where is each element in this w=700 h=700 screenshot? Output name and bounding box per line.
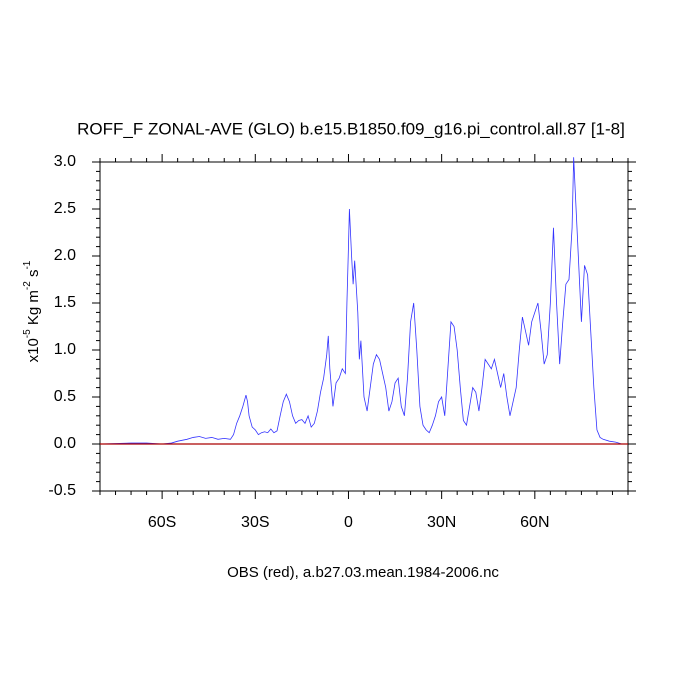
chart-title: ROFF_F ZONAL-AVE (GLO) b.e15.B1850.f09_g… <box>77 119 625 138</box>
y-label-exponent: -5 <box>22 329 33 338</box>
y-tick-label: 1.0 <box>54 341 76 358</box>
y-label-text: x10 <box>25 338 42 362</box>
y-label-text: Kg m <box>25 290 42 329</box>
y-tick-label: 1.5 <box>54 294 76 311</box>
y-label-exponent: -2 <box>22 281 33 290</box>
y-tick-label: 2.0 <box>54 247 76 264</box>
y-axis-label: x10-5 Kg m-2 s-1 <box>22 260 42 362</box>
x-tick-label: 60N <box>520 514 549 531</box>
x-tick-label: 30N <box>427 514 456 531</box>
y-label-exponent: -1 <box>22 260 33 269</box>
x-tick-label: 60S <box>148 514 176 531</box>
x-axis-label: OBS (red), a.b27.03.mean.1984-2006.nc <box>227 564 499 581</box>
y-tick-label: -0.5 <box>48 482 76 499</box>
y-tick-label: 3.0 <box>54 153 76 170</box>
data-line <box>99 157 628 445</box>
y-tick-label: 0.5 <box>54 388 76 405</box>
y-tick-label: 0.0 <box>54 435 76 452</box>
x-tick-label: 0 <box>344 514 353 531</box>
x-tick-label: 30S <box>241 514 269 531</box>
y-tick-label: 2.5 <box>54 200 76 217</box>
y-label-text: s <box>25 270 42 282</box>
